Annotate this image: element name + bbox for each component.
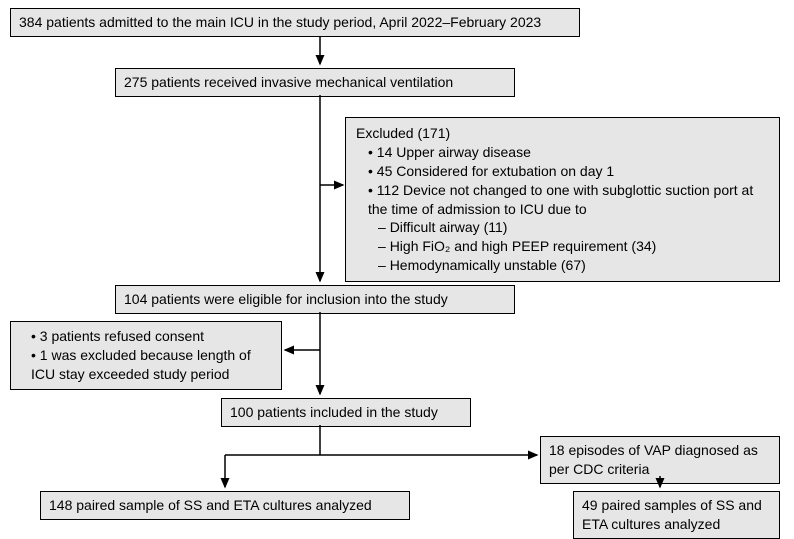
box-excluded: Excluded (171) 14 Upper airway disease 4…	[345, 117, 780, 282]
text-vap18: 18 episodes of VAP diagnosed as per CDC …	[549, 442, 758, 477]
excluded2-item: 1 was excluded because length of ICU sta…	[31, 346, 273, 384]
excluded-item: 45 Considered for extubation on day 1	[368, 162, 769, 181]
text-admitted: 384 patients admitted to the main ICU in…	[19, 14, 541, 30]
text-ventilation: 275 patients received invasive mechanica…	[124, 74, 453, 90]
text-paired148: 148 paired sample of SS and ETA cultures…	[49, 497, 372, 513]
excluded-sub-item: High FiO₂ and high PEEP requirement (34)	[378, 237, 769, 256]
excluded-item: 14 Upper airway disease	[368, 143, 769, 162]
excluded2-list: 3 patients refused consent 1 was exclude…	[19, 327, 273, 384]
box-included: 100 patients included in the study	[221, 398, 471, 427]
box-admitted: 384 patients admitted to the main ICU in…	[10, 8, 580, 37]
excluded-list: 14 Upper airway disease 45 Considered fo…	[356, 143, 769, 219]
excluded-sub-item: Hemodynamically unstable (67)	[378, 256, 769, 275]
excluded2-item: 3 patients refused consent	[31, 327, 273, 346]
text-eligible: 104 patients were eligible for inclusion…	[124, 291, 448, 307]
text-included: 100 patients included in the study	[230, 404, 438, 420]
excluded-sub-list: Difficult airway (11) High FiO₂ and high…	[356, 218, 769, 275]
box-eligible: 104 patients were eligible for inclusion…	[115, 285, 515, 314]
excluded-header: Excluded (171)	[356, 124, 769, 143]
box-paired148: 148 paired sample of SS and ETA cultures…	[40, 491, 410, 520]
box-excluded2: 3 patients refused consent 1 was exclude…	[10, 321, 282, 390]
box-ventilation: 275 patients received invasive mechanica…	[115, 68, 515, 97]
box-vap18: 18 episodes of VAP diagnosed as per CDC …	[540, 436, 780, 484]
text-paired49: 49 paired samples of SS and ETA cultures…	[582, 497, 762, 532]
box-paired49: 49 paired samples of SS and ETA cultures…	[573, 491, 780, 539]
excluded-sub-item: Difficult airway (11)	[378, 218, 769, 237]
excluded-item: 112 Device not changed to one with subgl…	[368, 181, 769, 219]
